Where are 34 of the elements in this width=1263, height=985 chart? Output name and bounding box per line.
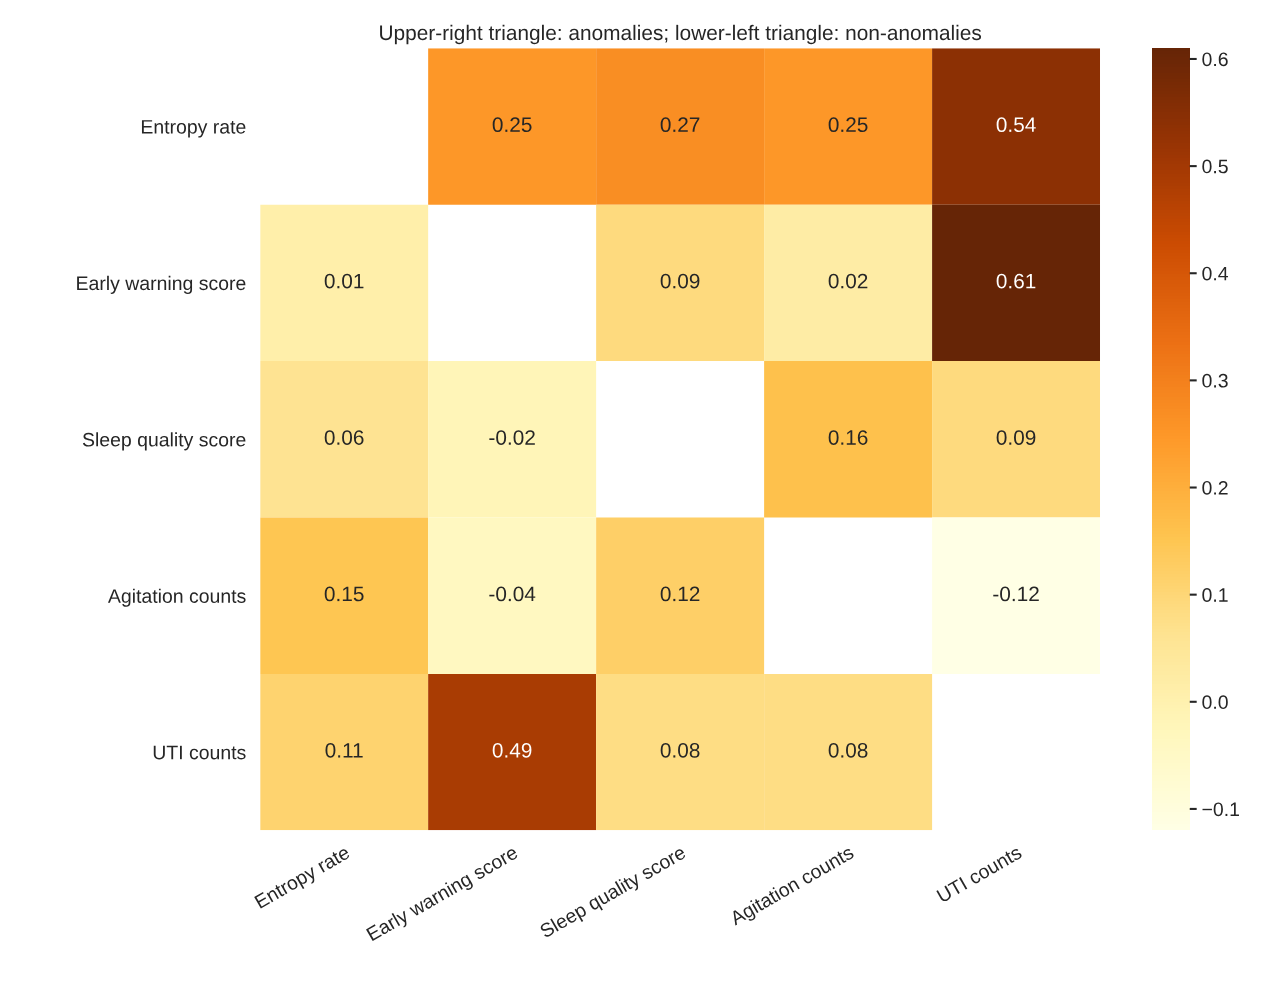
data-label: 0.09 [660, 273, 700, 289]
data-label: 0.25 [828, 117, 868, 133]
data-label: 0.08 [828, 742, 868, 758]
color-bar-label: 0.2 [1202, 480, 1228, 495]
y-tick-label: Entropy rate [141, 120, 246, 138]
data-label: 0.27 [660, 117, 700, 133]
data-label: -0.12 [993, 586, 1039, 602]
color-bar-label: 0.4 [1202, 266, 1229, 281]
y-tick-label: Early warning score [77, 275, 246, 294]
data-label: -0.02 [489, 430, 535, 445]
color-bar-label: −0.1 [1202, 802, 1239, 817]
y-tick-label: Sleep quality score [82, 432, 246, 451]
data-label: 0.12 [660, 586, 700, 602]
data-label: 0.25 [492, 117, 532, 133]
chart-title: Upper-right triangle: anomalies; lower-left triangle: non-anomalies [380, 24, 982, 45]
data-label: 0.09 [996, 430, 1036, 445]
color-bar-label: 0.3 [1202, 373, 1228, 388]
data-label: 0.16 [828, 430, 868, 445]
data-label: 0.01 [324, 273, 364, 289]
data-label: -0.04 [489, 586, 536, 602]
data-label: 0.11 [325, 742, 363, 758]
data-label: 0.15 [324, 586, 364, 602]
y-tick-label: Agitation counts [107, 588, 246, 607]
data-label: 0.49 [492, 742, 532, 758]
data-label: 0.08 [660, 742, 700, 758]
color-bar-label: 0.1 [1202, 588, 1228, 602]
y-tick-label: UTI counts [153, 745, 246, 760]
data-label: 0.61 [996, 273, 1036, 289]
color-bar-label: 0.6 [1202, 52, 1228, 67]
color-bar-label: 0.0 [1202, 695, 1228, 710]
color-bar-label: 0.5 [1202, 159, 1228, 174]
data-label: 0.02 [828, 273, 868, 289]
data-label: 0.54 [996, 117, 1036, 133]
data-label: 0.06 [324, 430, 364, 445]
